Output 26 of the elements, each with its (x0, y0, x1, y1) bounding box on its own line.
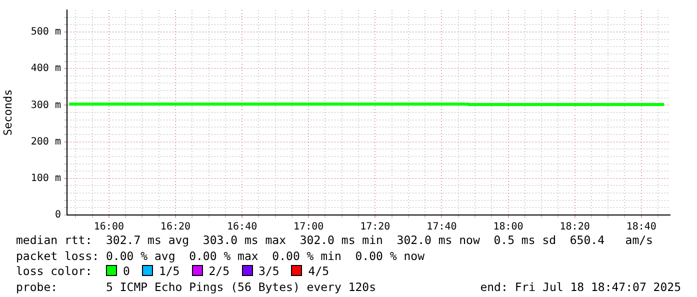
y-tick-label: 0 (54, 210, 61, 221)
text: median rtt: 302.7 ms avg 303.0 ms max 302.0 ms min 302.0 ms now 0.5 ms sd 650.4 am/s (16, 233, 654, 248)
y-tick-label: 500 m (30, 26, 61, 38)
y-tick-label: 200 m (30, 136, 61, 148)
y-axis-title: Seconds (1, 89, 14, 136)
y-tick-label: 300 m (30, 100, 61, 111)
legend-label: 2/5 (208, 264, 230, 278)
legend-label: 0 (122, 264, 130, 278)
x-tick-label: 18:00 (493, 222, 524, 233)
text: end: Fri Jul 18 18:47:07 2025 (480, 280, 681, 295)
legend-label: 4/5 (307, 264, 330, 278)
x-tick-label: 17:40 (426, 222, 457, 233)
y-tick-label: 400 m (30, 63, 61, 74)
y-tick-label: 100 m (30, 172, 61, 184)
x-tick-label: 16:00 (94, 222, 124, 233)
x-tick-label: 16:40 (226, 222, 258, 233)
legend-label: 3/5 (258, 264, 280, 278)
x-tick-label: 17:20 (360, 222, 390, 233)
x-tick-label: 16:20 (160, 222, 191, 233)
x-tick-label: 18:20 (560, 222, 590, 233)
text: probe: 5 ICMP Echo Pings (56 Bytes) every 120s (16, 280, 376, 295)
x-tick-label: 17:00 (294, 222, 324, 233)
legend-label: 1/5 (158, 264, 180, 278)
legend-title: loss color: (16, 264, 94, 278)
x-tick-label: 18:40 (626, 222, 656, 233)
text: packet loss: 0.00 % avg 0.00 % max 0.00 % min 0.00 % now (16, 248, 426, 264)
